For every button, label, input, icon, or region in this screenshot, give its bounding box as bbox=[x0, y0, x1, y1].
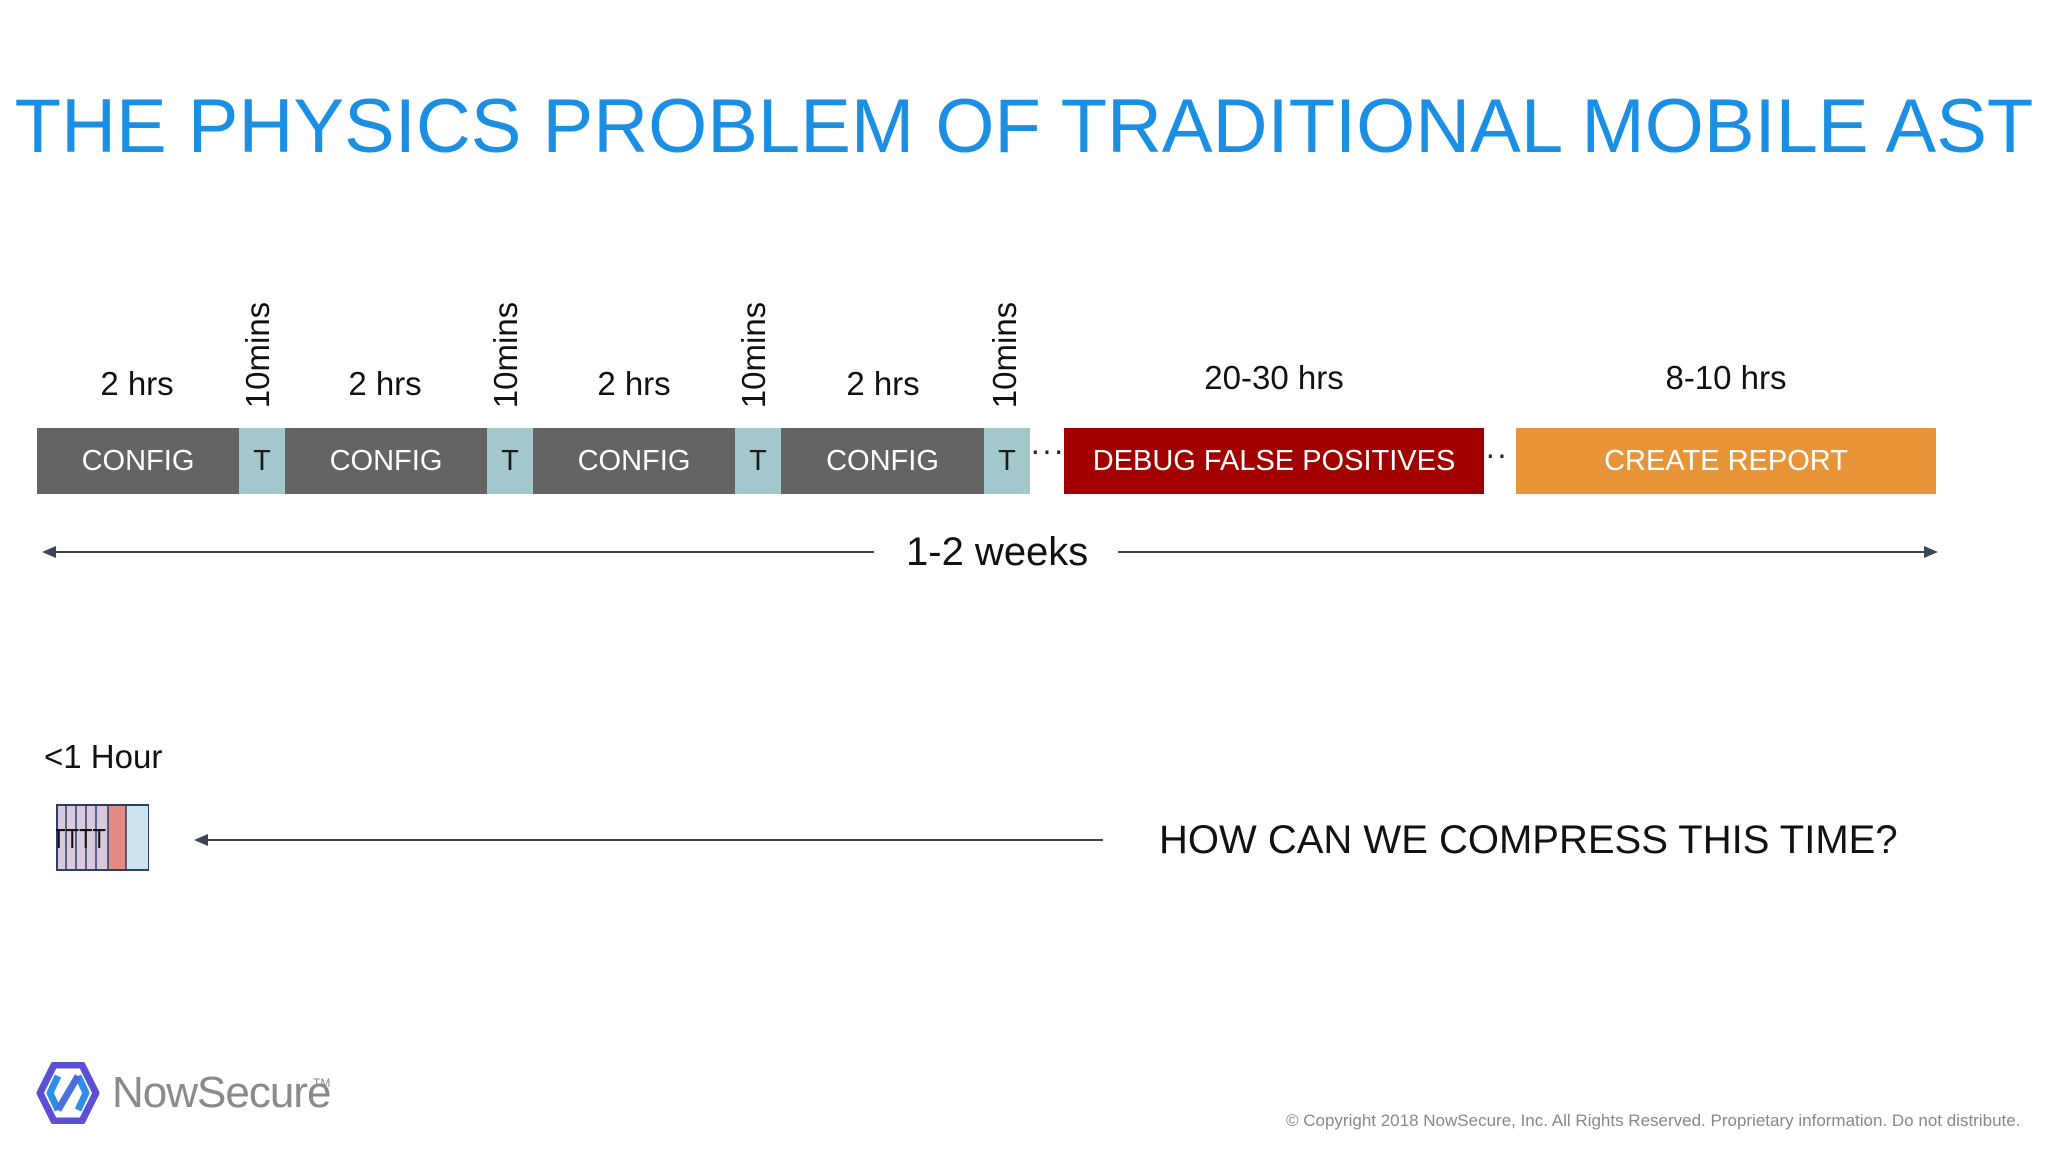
config-segment-4: CONFIG bbox=[781, 428, 984, 494]
config-segment-1: CONFIG bbox=[37, 428, 239, 494]
config-segment-2: CONFIG bbox=[285, 428, 487, 494]
config-segment-3: CONFIG bbox=[533, 428, 735, 494]
config-duration-label-2: 2 hrs bbox=[348, 365, 422, 402]
debug-false-positives-segment: DEBUG FALSE POSITIVES bbox=[1064, 428, 1484, 494]
nowsecure-logo-text: NowSecure bbox=[112, 1068, 331, 1117]
span-arrow-left-head bbox=[42, 546, 56, 558]
nowsecure-logo-icon bbox=[36, 1062, 100, 1124]
span-label: 1-2 weeks bbox=[906, 530, 1089, 574]
config-duration-label-1: 2 hrs bbox=[100, 365, 174, 402]
ellipsis-dots-2: ·· bbox=[1485, 436, 1509, 472]
copyright-notice: © Copyright 2018 NowSecure, Inc. All Rig… bbox=[1286, 1111, 2021, 1130]
test-segment-4: T bbox=[984, 428, 1030, 494]
compress-arrow-head bbox=[194, 834, 208, 846]
test-segment-2: T bbox=[487, 428, 533, 494]
config-duration-label-3: 2 hrs bbox=[597, 365, 671, 402]
page-title: THE PHYSICS PROBLEM OF TRADITIONAL MOBIL… bbox=[14, 84, 2034, 169]
compressed-test-label: TTTT bbox=[56, 823, 106, 854]
create-report-segment: CREATE REPORT bbox=[1516, 428, 1936, 494]
config-duration-label-4: 2 hrs bbox=[846, 365, 920, 402]
span-arrow-right-head bbox=[1924, 546, 1938, 558]
test-segment-1: T bbox=[239, 428, 285, 494]
trademark-mark: TM bbox=[313, 1076, 331, 1090]
compressed-duration-label: <1 Hour bbox=[44, 738, 163, 775]
report-duration-label: 8-10 hrs bbox=[1665, 359, 1787, 396]
test-segment-3: T bbox=[735, 428, 781, 494]
compressed-timeline-bar: TTTT bbox=[56, 804, 149, 871]
debug-duration-label: 20-30 hrs bbox=[1204, 359, 1344, 396]
compress-question: HOW CAN WE COMPRESS THIS TIME? bbox=[1159, 818, 1898, 862]
